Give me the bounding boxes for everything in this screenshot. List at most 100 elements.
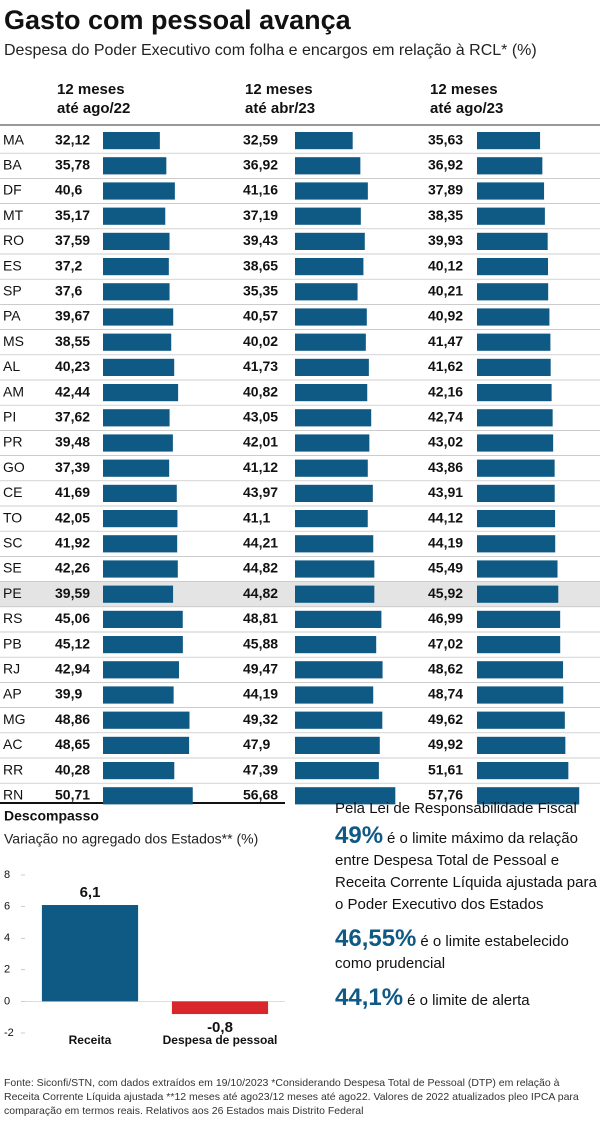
bar [477, 762, 569, 780]
bar [103, 661, 180, 679]
value-label: 42,05 [55, 509, 90, 525]
value-label: 51,61 [428, 761, 463, 777]
state-label: MG [3, 711, 26, 727]
bar [295, 636, 377, 654]
value-label: 42,26 [55, 560, 90, 576]
law-item: 44,1% é o limite de alerta [335, 986, 597, 1012]
subtitle: Despesa do Poder Executivo com folha e e… [4, 42, 537, 59]
chart-title: Descompasso [4, 808, 99, 824]
bar [103, 258, 169, 276]
bar [477, 736, 566, 754]
value-label: 49,92 [428, 736, 463, 752]
bar [103, 157, 167, 175]
value-label: 41,62 [428, 358, 463, 374]
value-label: 42,94 [55, 661, 90, 677]
state-label: AC [3, 736, 22, 752]
bar [295, 736, 380, 754]
state-label: SE [3, 560, 22, 576]
bar [477, 686, 564, 704]
value-label: 6,1 [80, 884, 101, 901]
law-text: é o limite máximo da relação entre Despe… [335, 830, 597, 913]
value-label: 40,92 [428, 308, 463, 324]
value-label: 35,78 [55, 157, 90, 173]
bar [103, 787, 193, 805]
value-label: 35,35 [243, 283, 278, 299]
value-label: 41,69 [55, 484, 90, 500]
value-label: 42,01 [243, 434, 278, 450]
law-heading: Pela Lei de Responsabilidade Fiscal [335, 800, 577, 817]
bar [103, 585, 174, 603]
bar [295, 358, 369, 376]
value-label: 46,99 [428, 610, 463, 626]
state-label: MT [3, 207, 24, 223]
bar [103, 510, 178, 528]
law-item: 46,55% é o limite estabelecido como prude… [335, 927, 597, 975]
law-text: é o limite estabelecido como prudencial [335, 933, 569, 972]
state-label: AM [3, 383, 24, 399]
column-header: até abr/23 [245, 100, 315, 117]
bar [295, 182, 368, 200]
column-header: até ago/22 [57, 100, 130, 117]
bar [103, 636, 183, 654]
state-label: RJ [3, 661, 20, 677]
value-label: 41,1 [243, 509, 270, 525]
value-label: 41,73 [243, 358, 278, 374]
state-label: BA [3, 157, 22, 173]
value-label: 43,05 [243, 409, 278, 425]
column-header: 12 meses [430, 81, 498, 98]
bar [103, 232, 170, 250]
bar [171, 1001, 269, 1015]
bar [477, 283, 549, 301]
bar [477, 535, 556, 553]
bar [103, 384, 179, 402]
bar [103, 182, 175, 200]
law-text: é o limite de alerta [407, 992, 530, 1009]
bar [103, 711, 190, 729]
value-label: 45,88 [243, 635, 278, 651]
bar [477, 333, 551, 351]
bar [295, 308, 367, 326]
bar [295, 686, 374, 704]
value-label: 32,12 [55, 131, 90, 147]
bar [103, 560, 178, 578]
bar [295, 510, 368, 528]
value-label: 36,92 [243, 157, 278, 173]
bar [103, 686, 174, 704]
state-label: AP [3, 686, 22, 702]
value-label: 48,62 [428, 661, 463, 677]
value-label: 38,65 [243, 257, 278, 273]
value-label: 45,92 [428, 585, 463, 601]
chart-subtitle: Variação no agregado dos Estados** (%) [4, 831, 258, 847]
y-tick-label: 0 [4, 995, 10, 1007]
bar [477, 711, 565, 729]
value-label: 44,19 [243, 686, 278, 702]
bar [477, 157, 543, 175]
value-label: 41,12 [243, 459, 278, 475]
bar [295, 207, 361, 225]
bar [295, 610, 382, 628]
value-label: 37,6 [55, 283, 82, 299]
value-label: 56,68 [243, 787, 278, 803]
value-label: 49,47 [243, 661, 278, 677]
bar [295, 333, 366, 351]
state-label: CE [3, 484, 22, 500]
law-item: 49% é o limite máximo da relação entre De… [335, 824, 597, 916]
value-label: 39,43 [243, 232, 278, 248]
infographic: Gasto com pessoal avança Despesa do Pode… [0, 5, 600, 1047]
bar [103, 459, 170, 477]
state-label: DF [3, 182, 22, 198]
value-label: 43,97 [243, 484, 278, 500]
bar [103, 434, 173, 452]
value-label: 49,32 [243, 711, 278, 727]
value-label: 40,28 [55, 761, 90, 777]
value-label: 48,74 [428, 686, 463, 702]
state-label: MS [3, 333, 24, 349]
value-label: 50,71 [55, 787, 90, 803]
bar [295, 384, 368, 402]
bar [103, 132, 160, 150]
bar [103, 333, 172, 351]
value-label: 43,02 [428, 434, 463, 450]
bar [295, 535, 374, 553]
bar [477, 384, 552, 402]
